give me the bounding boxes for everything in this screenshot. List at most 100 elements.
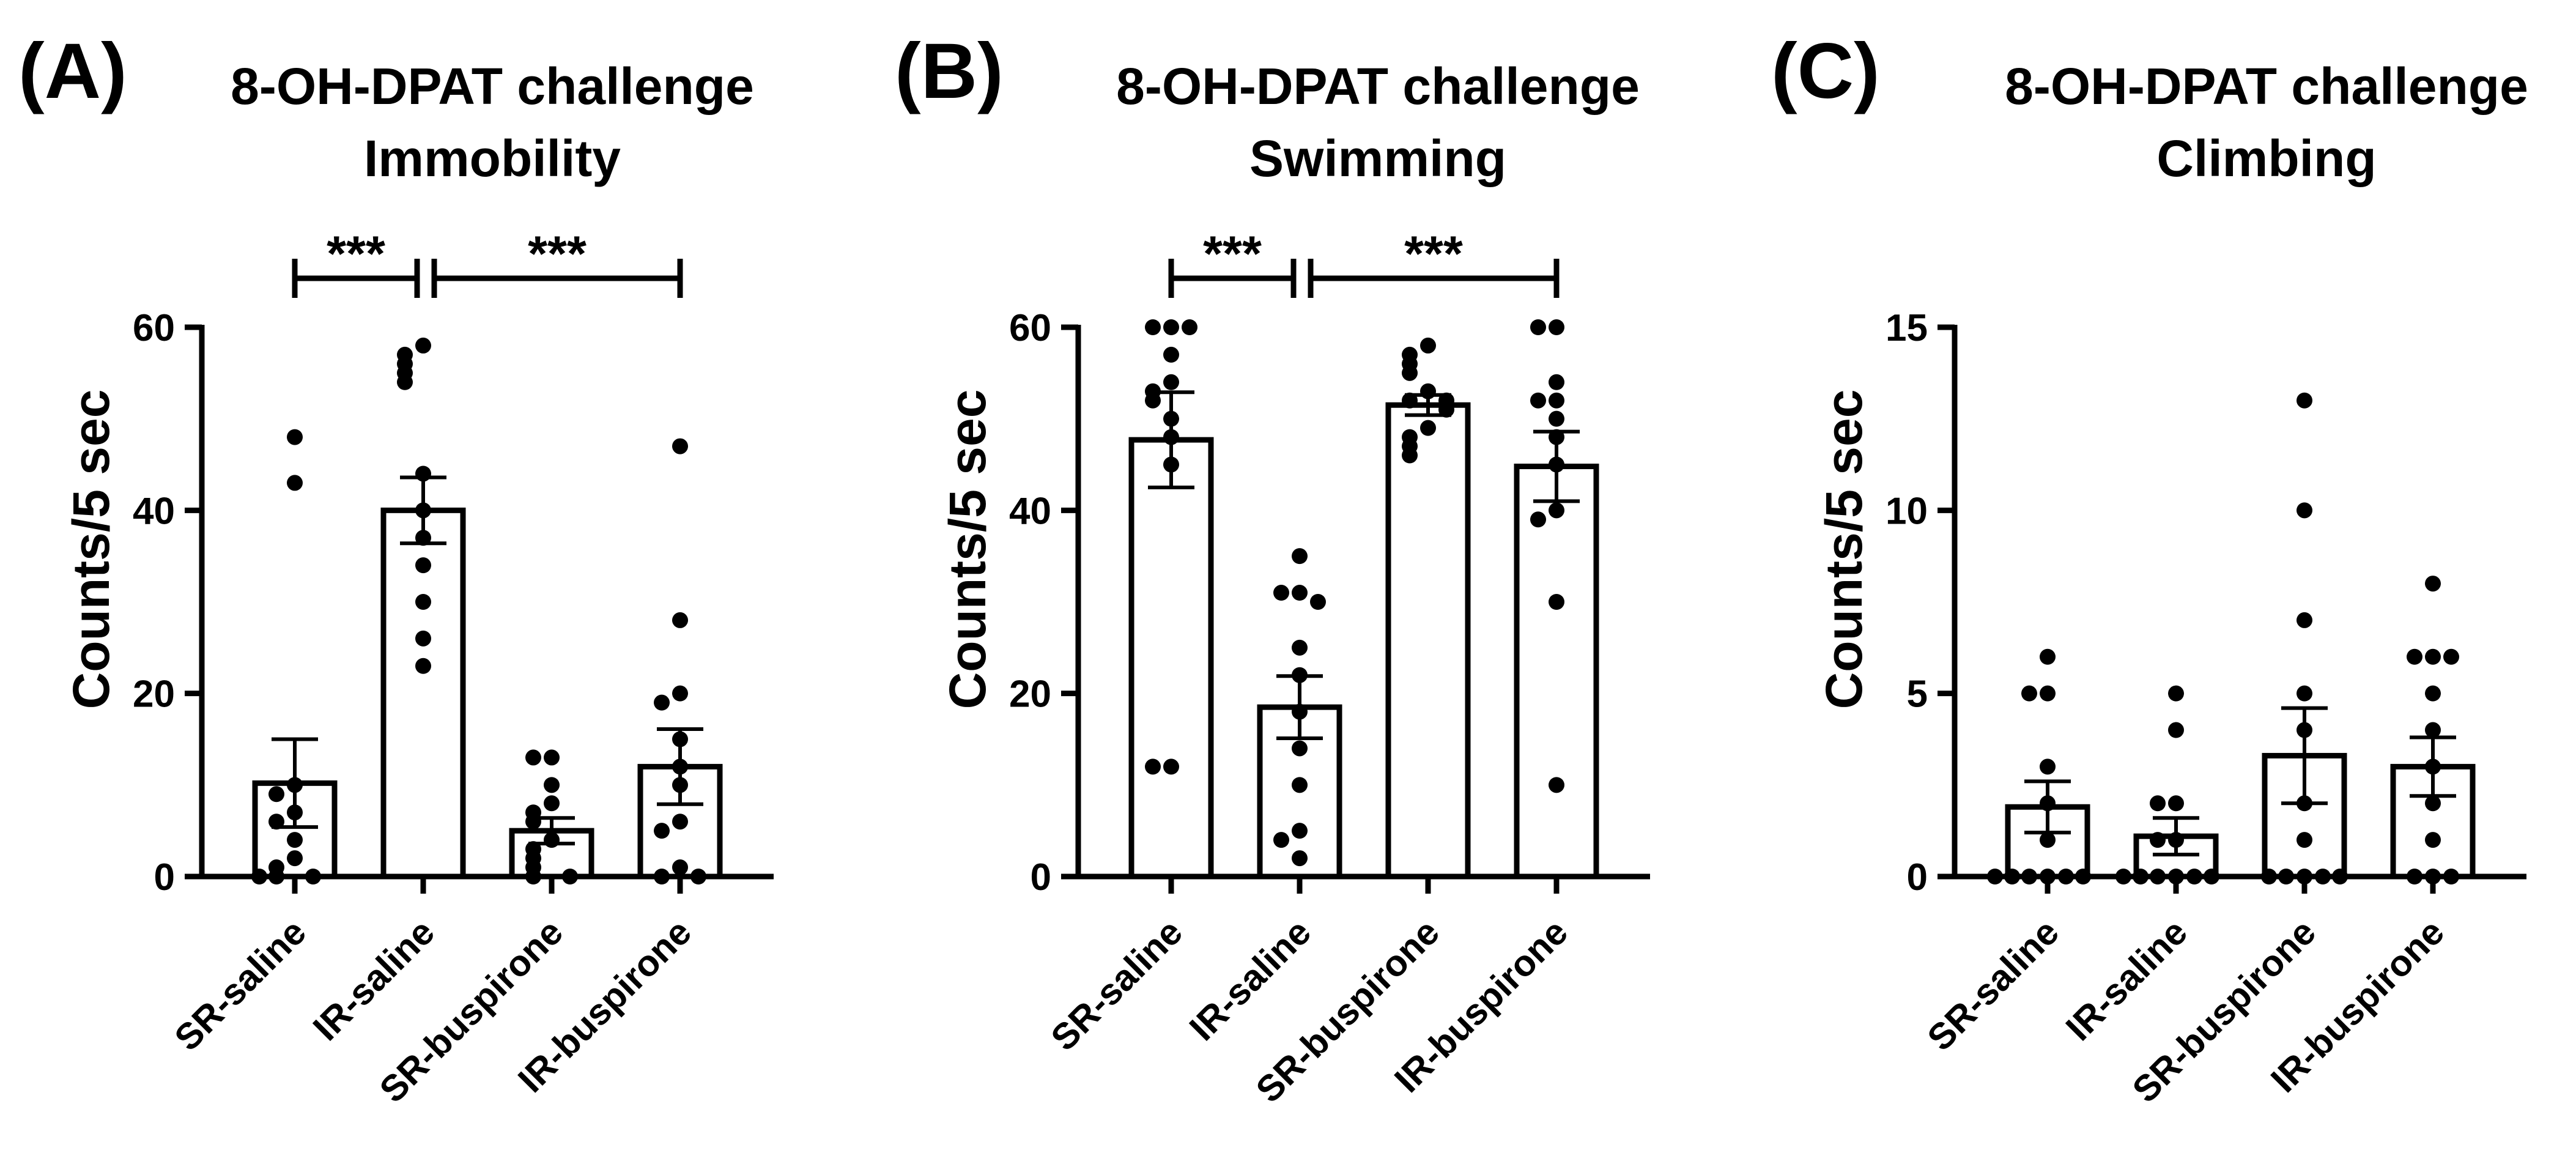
data-point (1145, 758, 1161, 775)
data-point (415, 557, 431, 574)
data-point (2297, 722, 2312, 738)
data-point (525, 749, 541, 766)
data-point (1549, 319, 1564, 335)
y-tick-label: 20 (1009, 673, 1051, 716)
data-point (2115, 869, 2131, 884)
data-point (287, 832, 303, 848)
panel-b-plot: 0204060SR-salineIR-salineSR-buspironeIR-… (1009, 226, 1650, 1110)
data-point (672, 438, 688, 454)
data-point (2040, 685, 2056, 702)
data-point (1310, 594, 1326, 610)
data-point (525, 869, 541, 884)
data-point (2168, 722, 2184, 738)
data-point (2168, 795, 2184, 812)
data-point (544, 832, 560, 848)
data-point (562, 869, 578, 884)
data-point (2040, 869, 2056, 884)
y-tick-label: 15 (1886, 307, 1928, 349)
data-point (2407, 869, 2422, 884)
data-point (672, 814, 688, 830)
data-point (1549, 429, 1564, 445)
data-point (2021, 685, 2037, 702)
data-point (2425, 869, 2441, 884)
data-point (415, 658, 431, 674)
data-point (1145, 319, 1161, 335)
data-point (1530, 511, 1546, 528)
data-point (2168, 685, 2184, 702)
data-point (1420, 420, 1436, 436)
data-point (2040, 832, 2056, 848)
data-point (1292, 585, 1308, 601)
data-point (2168, 832, 2184, 848)
data-point (1163, 429, 1179, 445)
data-point (2425, 576, 2441, 592)
panel-b-subtitle: Swimming (1249, 130, 1506, 187)
data-point (654, 869, 670, 884)
data-point (1292, 740, 1308, 757)
y-tick-label: 0 (1907, 856, 1928, 899)
panel-c-y-axis-label: Counts/5 sec (1815, 390, 1873, 710)
data-point (268, 869, 284, 884)
data-point (268, 786, 284, 803)
panel-a-y-axis-label: Counts/5 sec (62, 390, 120, 710)
panel-c: (C) 8-OH-DPAT challenge Climbing Counts/… (1771, 28, 2528, 1110)
panel-a-plot: 0204060SR-salineIR-salineSR-buspironeIR-… (133, 226, 774, 1110)
data-point (2297, 795, 2312, 812)
data-point (672, 777, 688, 793)
data-point (654, 823, 670, 839)
data-point (1292, 667, 1308, 683)
significance-stars: *** (1404, 226, 1463, 282)
data-point (1292, 639, 1308, 656)
data-point (672, 758, 688, 775)
significance-stars: *** (528, 226, 587, 282)
y-tick-label: 40 (133, 490, 175, 532)
data-point (1292, 548, 1308, 565)
data-point (1402, 365, 1418, 381)
data-point (1530, 392, 1546, 409)
data-point (525, 814, 541, 830)
data-point (1163, 374, 1179, 390)
data-point (544, 795, 560, 812)
data-point (2297, 869, 2312, 884)
panel-b-y-axis-label: Counts/5 sec (939, 390, 996, 710)
panel-a-title: 8-OH-DPAT challenge (231, 57, 754, 115)
y-tick-label: 40 (1009, 490, 1051, 532)
data-point (1402, 447, 1418, 464)
data-point (2407, 648, 2422, 665)
data-point (287, 804, 303, 821)
data-point (415, 337, 431, 354)
data-point (2332, 869, 2348, 884)
panel-c-title: 8-OH-DPAT challenge (2005, 57, 2528, 115)
data-point (2058, 869, 2074, 884)
data-point (1292, 850, 1308, 867)
data-point (415, 502, 431, 519)
data-point (287, 475, 303, 491)
data-point (2040, 795, 2056, 812)
data-point (1292, 777, 1308, 793)
data-point (1549, 456, 1564, 473)
bar (1514, 463, 1599, 880)
data-point (2278, 869, 2294, 884)
data-point (672, 731, 688, 747)
data-point (2297, 502, 2312, 519)
data-point (2075, 869, 2091, 884)
data-point (1163, 456, 1179, 473)
data-point (1163, 758, 1179, 775)
panel-b-label: (B) (895, 28, 1004, 115)
data-point (1530, 319, 1546, 335)
data-point (2186, 869, 2202, 884)
y-tick-label: 0 (1031, 856, 1051, 899)
data-point (1182, 319, 1197, 335)
data-point (2297, 392, 2312, 409)
data-point (1549, 502, 1564, 519)
data-point (1549, 410, 1564, 427)
data-point (544, 749, 560, 766)
data-point (2150, 832, 2166, 848)
data-point (2297, 832, 2312, 848)
data-point (2021, 869, 2037, 884)
data-point (251, 869, 267, 884)
data-point (1273, 585, 1289, 601)
data-point (1420, 337, 1436, 354)
y-tick-label: 20 (133, 673, 175, 716)
data-point (1987, 869, 2003, 884)
